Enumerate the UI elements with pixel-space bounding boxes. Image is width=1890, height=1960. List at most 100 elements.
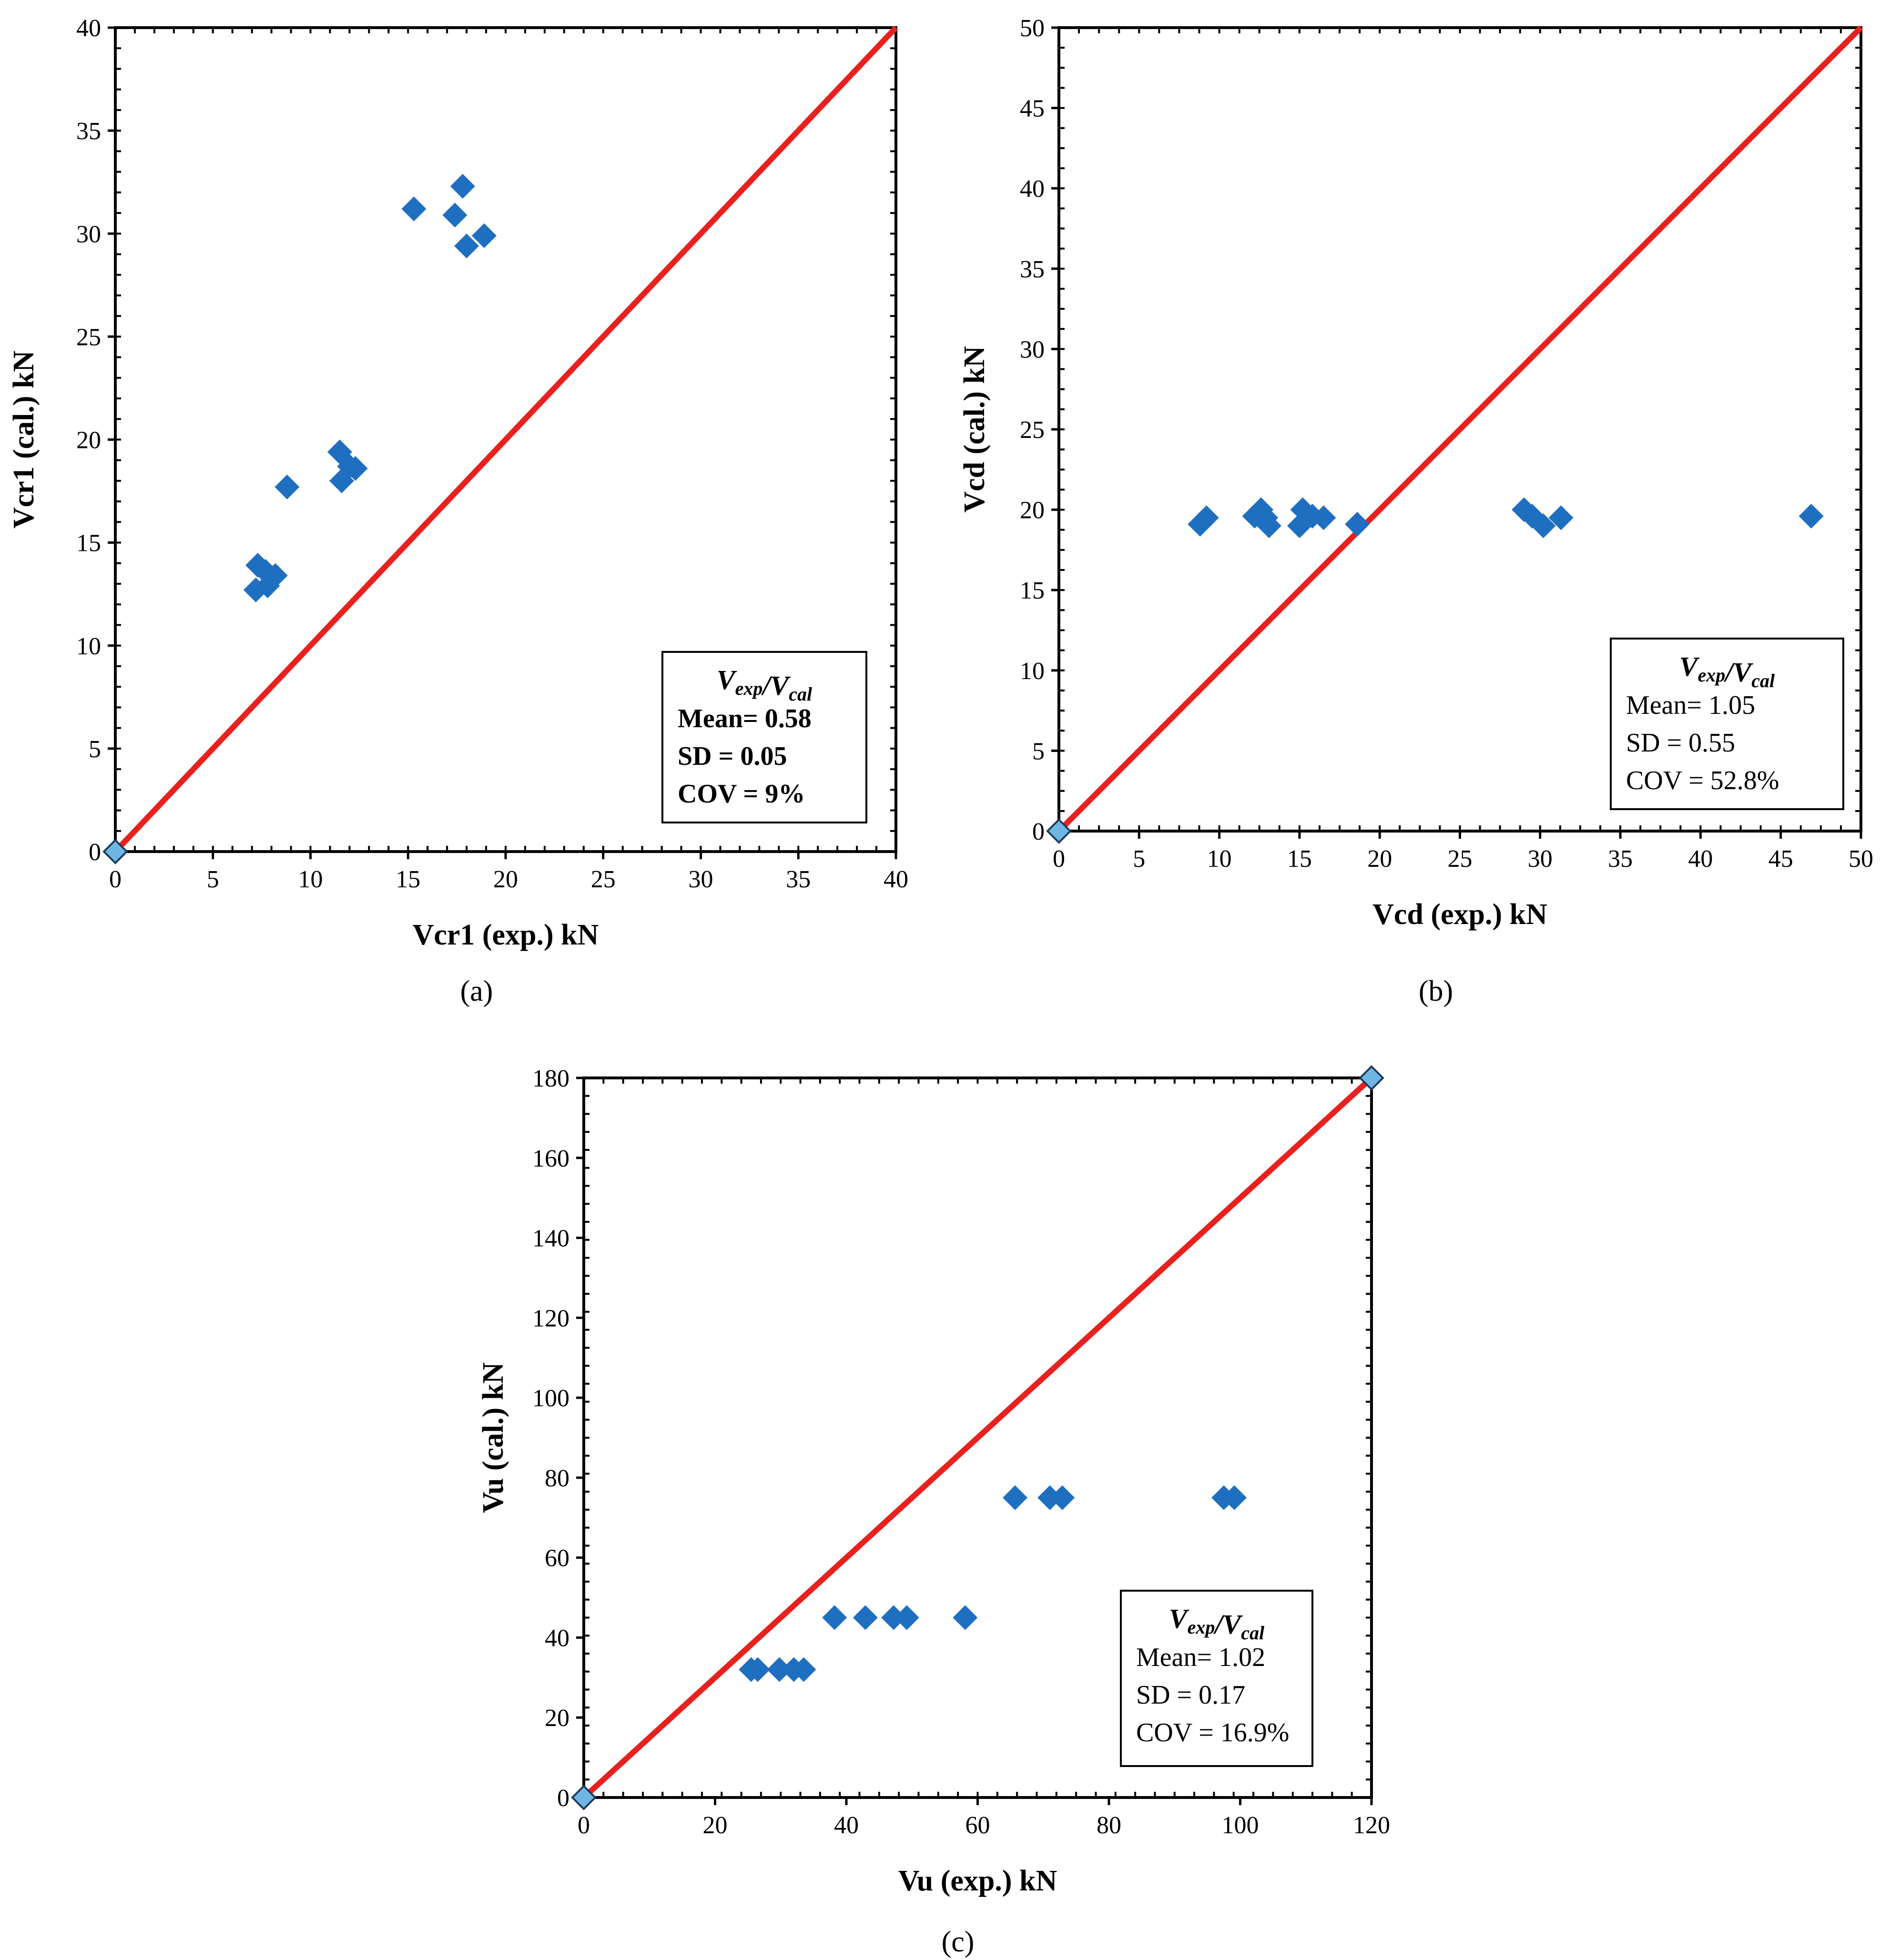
- y-tick-label: 0: [89, 839, 101, 866]
- reference-line: [113, 25, 898, 854]
- data-point: [442, 203, 467, 228]
- data-point: [1548, 505, 1574, 530]
- y-tick-label: 10: [1020, 658, 1045, 685]
- figure-caption: (a): [460, 975, 493, 1007]
- minor-ticks: [115, 28, 896, 852]
- x-axis-title: Vu (exp.) kN: [898, 1865, 1057, 1897]
- x-tick-label: 35: [786, 866, 811, 893]
- y-tick-label: 0: [557, 1785, 569, 1812]
- y-tick-label: 30: [76, 221, 101, 248]
- y-tick-label: 0: [1032, 818, 1045, 845]
- x-tick-label: 0: [578, 1812, 590, 1839]
- y-tick-label: 60: [545, 1545, 569, 1572]
- chart-a: 0 5 10 15 20 25 30 35 40 0 5 10 15 20 25 30 35 40 Vcr1 (ex…: [8, 15, 908, 1007]
- x-tick-label: 45: [1768, 845, 1793, 873]
- data-point: [471, 223, 497, 248]
- data-point: [822, 1605, 847, 1630]
- y-tick-label: 50: [1020, 15, 1045, 42]
- data-point: [450, 173, 475, 199]
- y-tick-label: 5: [89, 736, 101, 763]
- stats-sd: SD = 0.05: [678, 741, 787, 771]
- y-tick-label: 5: [1032, 738, 1045, 765]
- y-tick-label: 120: [532, 1305, 569, 1332]
- y-tick-label: 40: [1020, 175, 1045, 203]
- data-point: [454, 234, 479, 259]
- x-tick-label: 100: [1222, 1812, 1259, 1839]
- y-tick-label: 25: [1020, 416, 1045, 444]
- chart-b: 0 5 10 15 20 25 30 35 40 45 50 0 5 10 15 20 25 30 35 40 45 50…: [958, 15, 1873, 1007]
- stats-title: Vexp/Vcal: [1169, 1603, 1265, 1644]
- x-tick-label: 25: [591, 866, 616, 893]
- x-tick-label: 50: [1849, 845, 1873, 873]
- x-tick-label: 0: [1053, 845, 1065, 873]
- y-tick-label: 15: [76, 530, 101, 557]
- x-tick-label: 30: [689, 866, 713, 893]
- series-data: [243, 173, 497, 603]
- data-point: [1531, 513, 1556, 538]
- data-point: [791, 1657, 816, 1682]
- data-point: [745, 1657, 771, 1682]
- x-tick-label: 5: [1133, 845, 1145, 873]
- y-tick-label: 40: [545, 1625, 569, 1652]
- x-tick-label: 30: [1528, 845, 1553, 873]
- y-tick-label: 30: [1020, 336, 1045, 363]
- y-tick-label: 20: [76, 427, 101, 454]
- y-axis-title: Vcd (cal.) kN: [958, 346, 991, 513]
- data-point: [1799, 504, 1824, 529]
- x-tick-label: 15: [396, 866, 420, 893]
- stats-cov: COV = 52.8%: [1626, 766, 1779, 795]
- chart-c: 0 20 40 60 80 100 120 0 20 40 60 80 100 120 140 160 180 V…: [477, 1065, 1390, 1958]
- stats-cov: COV = 9%: [678, 779, 805, 809]
- minor-ticks: [1059, 28, 1861, 831]
- y-axis-title: Vu (cal.) kN: [477, 1362, 509, 1513]
- x-tick-label: 80: [1097, 1812, 1121, 1839]
- data-point: [1194, 505, 1219, 530]
- x-tick-label: 20: [703, 1812, 728, 1839]
- stats-sd: SD = 0.55: [1626, 728, 1735, 758]
- x-tick-label: 35: [1608, 845, 1633, 873]
- y-tick-label: 45: [1020, 95, 1045, 122]
- y-tick-label: 10: [76, 633, 101, 660]
- stats-box-frame: [1120, 1590, 1313, 1767]
- data-point: [953, 1605, 978, 1630]
- stats-mean: Mean= 1.05: [1626, 691, 1755, 720]
- series-origin: [1046, 818, 1072, 844]
- series-data: [1188, 497, 1824, 538]
- y-tick-label: 40: [76, 15, 101, 42]
- data-point: [1003, 1485, 1028, 1510]
- stats-title: Vexp/Vcal: [1679, 651, 1775, 691]
- data-point: [1222, 1485, 1247, 1510]
- x-tick-label: 5: [207, 866, 219, 893]
- y-axis-title: Vcr1 (cal.) kN: [8, 351, 40, 529]
- x-tick-label: 120: [1353, 1812, 1390, 1839]
- y-tick-label: 100: [532, 1385, 569, 1412]
- y-tick-label: 20: [545, 1705, 569, 1732]
- data-point: [894, 1605, 919, 1630]
- stats-box-frame: [661, 651, 867, 823]
- data-point: [881, 1605, 906, 1630]
- figure-caption: (b): [1419, 975, 1453, 1007]
- data-point: [767, 1657, 792, 1682]
- stats-cov: COV = 16.9%: [1136, 1718, 1289, 1747]
- data-point: [263, 563, 288, 588]
- data-point: [1311, 505, 1336, 530]
- y-tick-label: 15: [1020, 577, 1045, 604]
- y-tick-label: 160: [532, 1145, 569, 1172]
- reference-line: [1057, 25, 1863, 833]
- data-point: [401, 196, 427, 222]
- x-axis-title: Vcr1 (exp.) kN: [413, 919, 599, 951]
- data-point: [1050, 1485, 1075, 1510]
- endpoint-marker: [571, 1785, 597, 1810]
- y-tick-label: 35: [76, 118, 101, 145]
- data-point: [343, 456, 368, 481]
- data-point: [1345, 511, 1370, 537]
- x-tick-label: 10: [298, 866, 323, 893]
- stats-mean: Mean= 0.58: [678, 704, 812, 733]
- stats-box-frame: [1610, 638, 1844, 810]
- x-tick-label: 20: [1367, 845, 1392, 873]
- y-tick-label: 80: [545, 1465, 569, 1492]
